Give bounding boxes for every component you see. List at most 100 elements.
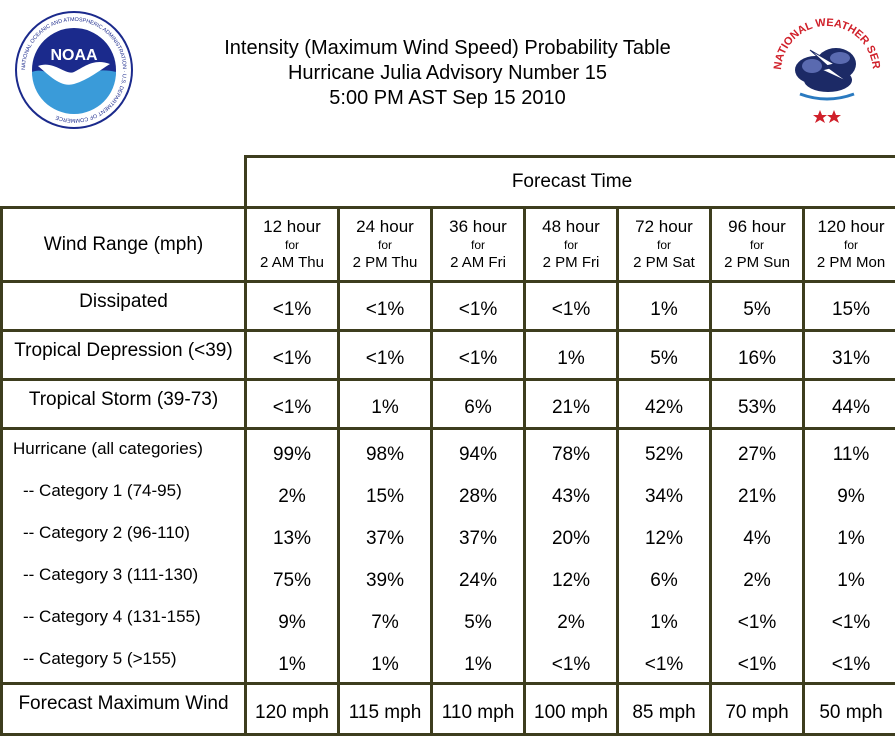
column-for: for [247,236,337,254]
table-cell: <1% [805,640,895,682]
column-for: for [619,236,709,254]
table-cell: 4% [712,514,802,556]
table-cell: 28% [433,472,523,514]
table-cell: 37% [340,514,430,556]
hurricane-values-column: 98% 15% 37% 39% 7% 1% [339,429,432,684]
page-title: Intensity (Maximum Wind Speed) Probabili… [180,36,715,61]
table-cell: 37% [433,514,523,556]
table-cell: 99% [247,430,337,472]
table-cell: 27% [712,430,802,472]
table-cell: 70 mph [711,684,804,735]
column-for: for [712,236,802,254]
hurricane-values-column: 52% 34% 12% 6% 1% <1% [618,429,711,684]
table-cell: 100 mph [525,684,618,735]
column-hours: 24 hour [340,218,430,236]
table-cell: 15% [804,282,895,331]
table-cell: 39% [340,556,430,598]
table-cell: <1% [619,640,709,682]
column-hours: 12 hour [247,218,337,236]
table-cell: 1% [619,598,709,640]
table-cell: 21% [525,380,618,429]
table-cell: <1% [432,331,525,380]
table-cell: 9% [247,598,337,640]
table-cell: 5% [433,598,523,640]
column-when: 2 PM Sun [712,254,802,272]
column-for: for [526,236,616,254]
table-cell: 21% [712,472,802,514]
row-label: -- Category 1 (74-95) [3,472,244,514]
table-cell: 52% [619,430,709,472]
table-cell: <1% [712,598,802,640]
table-cell: 1% [618,282,711,331]
column-hours: 48 hour [526,218,616,236]
forecast-time-header-row: Forecast Time [2,157,895,208]
hurricane-labels-cell: Hurricane (all categories) -- Category 1… [2,429,246,684]
table-cell: 53% [711,380,804,429]
table-cell: 1% [525,331,618,380]
nws-logo-icon: NATIONAL WEATHER SERVICE [770,6,885,131]
table-cell: 43% [526,472,616,514]
page-title-block: Intensity (Maximum Wind Speed) Probabili… [180,36,715,111]
table-cell: 1% [340,640,430,682]
row-label: Dissipated [2,282,246,331]
table-cell: <1% [526,640,616,682]
advisory-subtitle: Hurricane Julia Advisory Number 15 [180,61,715,86]
forecast-time-header: Forecast Time [246,157,895,208]
table-cell: 9% [805,472,895,514]
table-cell: 1% [805,556,895,598]
table-cell: 5% [618,331,711,380]
table-cell: 78% [526,430,616,472]
column-for: for [805,236,895,254]
hurricane-values-column: 94% 28% 37% 24% 5% 1% [432,429,525,684]
table-cell: 2% [247,472,337,514]
table-row-max-wind: Forecast Maximum Wind 120 mph 115 mph 11… [2,684,895,735]
table-cell: 115 mph [339,684,432,735]
table-cell: 1% [433,640,523,682]
table-cell: 7% [340,598,430,640]
table-row-tropical-storm: Tropical Storm (39-73) <1% 1% 6% 21% 42%… [2,380,895,429]
row-label: -- Category 3 (111-130) [3,556,244,598]
table-cell: 1% [247,640,337,682]
hurricane-values-column: 99% 2% 13% 75% 9% 1% [246,429,339,684]
table-cell: 24% [433,556,523,598]
column-when: 2 PM Mon [805,254,895,272]
table-cell: <1% [246,282,339,331]
table-cell: 75% [247,556,337,598]
noaa-logo-text: NOAA [50,47,98,64]
advisory-timestamp: 5:00 PM AST Sep 15 2010 [180,86,715,111]
table-cell: 12% [619,514,709,556]
table-cell: 13% [247,514,337,556]
table-cell: <1% [712,640,802,682]
hurricane-values-column: 11% 9% 1% 1% <1% <1% [804,429,895,684]
table-cell: 94% [433,430,523,472]
row-label: -- Category 4 (131-155) [3,598,244,640]
hurricane-values-column: 27% 21% 4% 2% <1% <1% [711,429,804,684]
noaa-logo-icon: NATIONAL OCEANIC AND ATMOSPHERIC ADMINIS… [14,10,134,130]
table-cell: 31% [804,331,895,380]
column-when: 2 PM Fri [526,254,616,272]
column-hours: 72 hour [619,218,709,236]
column-when: 2 PM Thu [340,254,430,272]
table-cell: 50 mph [804,684,895,735]
table-cell: <1% [339,331,432,380]
table-cell: 110 mph [432,684,525,735]
table-cell: 44% [804,380,895,429]
table-cell: 2% [526,598,616,640]
empty-corner [2,157,246,208]
column-hours: 36 hour [433,218,523,236]
table-cell: <1% [525,282,618,331]
table-cell: 15% [340,472,430,514]
table-cell: 2% [712,556,802,598]
table-cell: 1% [339,380,432,429]
table-cell: 11% [805,430,895,472]
row-label: Tropical Depression (<39) [2,331,246,380]
table-cell: 34% [619,472,709,514]
column-when: 2 PM Sat [619,254,709,272]
column-for: for [433,236,523,254]
